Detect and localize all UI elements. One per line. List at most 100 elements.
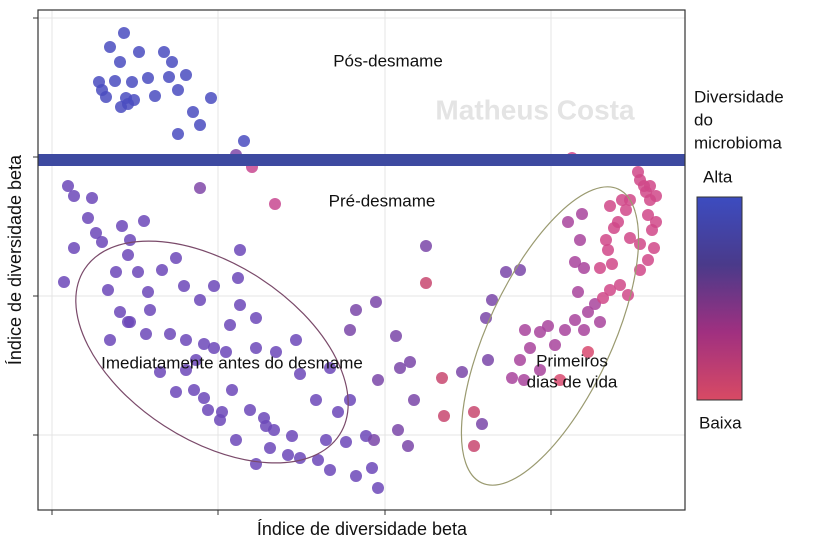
point	[58, 276, 70, 288]
point	[559, 324, 571, 336]
point	[114, 306, 126, 318]
point	[118, 27, 130, 39]
point	[624, 232, 636, 244]
point	[594, 262, 606, 274]
point	[122, 249, 134, 261]
point	[208, 280, 220, 292]
annotation: Imediatamente antes do desmame	[101, 353, 363, 372]
point	[205, 92, 217, 104]
point	[634, 238, 646, 250]
point	[312, 454, 324, 466]
point	[632, 166, 644, 178]
point	[194, 119, 206, 131]
point	[260, 420, 272, 432]
point	[178, 280, 190, 292]
point	[597, 292, 609, 304]
annotation: Pré-desmame	[329, 191, 436, 210]
point	[133, 46, 145, 58]
colorbar-title: do	[694, 110, 713, 129]
point	[634, 264, 646, 276]
annotation: Pós-desmame	[333, 51, 443, 70]
point	[642, 209, 654, 221]
point	[576, 208, 588, 220]
point	[524, 342, 536, 354]
point	[648, 242, 660, 254]
point	[574, 234, 586, 246]
point	[612, 216, 624, 228]
point	[344, 394, 356, 406]
plot-border	[37, 9, 686, 511]
point	[172, 128, 184, 140]
point	[68, 190, 80, 202]
point	[594, 316, 606, 328]
point	[476, 418, 488, 430]
point	[506, 372, 518, 384]
point	[158, 46, 170, 58]
point	[198, 392, 210, 404]
point	[294, 368, 306, 380]
point	[320, 434, 332, 446]
point	[482, 354, 494, 366]
point	[138, 215, 150, 227]
point	[109, 75, 121, 87]
point	[569, 256, 581, 268]
point	[282, 449, 294, 461]
point	[166, 56, 178, 68]
point	[224, 319, 236, 331]
point	[390, 330, 402, 342]
point	[332, 406, 344, 418]
point	[294, 452, 306, 464]
colorbar	[696, 196, 743, 401]
point	[250, 458, 262, 470]
point	[100, 91, 112, 103]
point	[116, 220, 128, 232]
point	[614, 279, 626, 291]
point	[582, 306, 594, 318]
cluster-ellipse	[460, 186, 640, 486]
point	[572, 286, 584, 298]
colorbar-high: Alta	[703, 167, 733, 186]
point	[350, 470, 362, 482]
point	[180, 334, 192, 346]
point	[82, 212, 94, 224]
point	[86, 192, 98, 204]
point	[468, 406, 480, 418]
point	[62, 180, 74, 192]
point	[569, 314, 581, 326]
point	[650, 190, 662, 202]
point	[132, 266, 144, 278]
point	[110, 266, 122, 278]
point	[250, 312, 262, 324]
point	[420, 277, 432, 289]
point	[350, 304, 362, 316]
point	[250, 342, 262, 354]
point	[394, 362, 406, 374]
point	[122, 98, 134, 110]
point	[578, 324, 590, 336]
point	[180, 69, 192, 81]
point	[104, 41, 116, 53]
point	[230, 434, 242, 446]
point	[170, 252, 182, 264]
point	[142, 286, 154, 298]
point	[234, 244, 246, 256]
point	[190, 354, 202, 366]
point	[602, 244, 614, 256]
point	[408, 394, 420, 406]
point	[142, 72, 154, 84]
point	[164, 328, 176, 340]
point	[549, 339, 561, 351]
point	[604, 200, 616, 212]
point	[456, 366, 468, 378]
point	[372, 482, 384, 494]
point	[436, 372, 448, 384]
cluster-ellipse	[75, 240, 349, 464]
point	[324, 362, 336, 374]
point	[96, 236, 108, 248]
watermark: Matheus Costa	[435, 94, 635, 125]
point	[534, 364, 546, 376]
point	[290, 334, 302, 346]
point	[194, 182, 206, 194]
point	[650, 216, 662, 228]
point	[372, 374, 384, 386]
